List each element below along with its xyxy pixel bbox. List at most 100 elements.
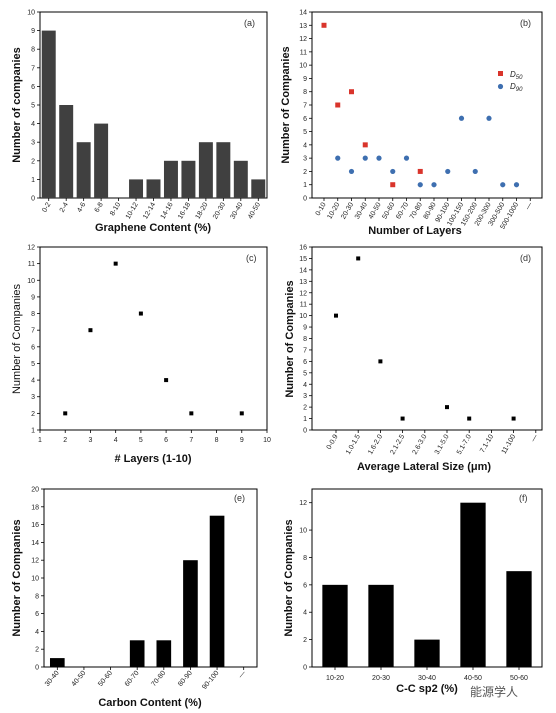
watermark: 能源学人 [470, 684, 518, 699]
bar [41, 30, 56, 198]
bar [163, 160, 178, 198]
y-tick-label: 8 [303, 336, 307, 343]
y-tick-label: 2 [31, 411, 35, 418]
point-d50 [362, 142, 368, 148]
bar [198, 142, 213, 198]
point [400, 416, 405, 421]
y-tick-label: 14 [299, 267, 307, 274]
y-tick-label: 8 [31, 47, 35, 54]
y-tick-label: 9 [31, 294, 35, 301]
panel-c-ylabel: Number of Companies [11, 283, 23, 394]
y-tick-label: 10 [31, 576, 39, 583]
panel-e-frame [43, 488, 258, 668]
x-tick-label: 5.1-7.0 [456, 433, 473, 455]
x-tick-label: 10-12 [125, 201, 140, 220]
y-tick-label: 3 [303, 156, 307, 163]
y-tick-label: 12 [299, 36, 307, 43]
y-tick-label: 13 [299, 23, 307, 30]
y-tick-label: 4 [35, 629, 39, 636]
x-tick-label: 30-40 [230, 201, 245, 220]
point [467, 416, 472, 421]
y-tick-label: 2 [35, 647, 39, 654]
x-tick-label: 1 [38, 437, 42, 444]
point [164, 378, 169, 383]
legend-d50-marker [498, 71, 503, 76]
y-tick-label: 8 [303, 89, 307, 96]
x-tick-label: 4-6 [76, 201, 87, 213]
panel-a-tag: (a) [244, 18, 255, 28]
panel-f-bars: 0 2 4 6 8 10 12 10-20 20-30 30-40 40-50 50-60 [299, 500, 532, 682]
x-tick-label: 8-10 [109, 201, 122, 217]
y-tick-label: 6 [31, 344, 35, 351]
y-tick-label: 4 [303, 610, 307, 617]
x-tick-label: 60-70 [395, 201, 410, 220]
y-tick-label: 0 [35, 665, 39, 672]
legend-d50-main: D [510, 70, 516, 79]
point-d90 [513, 182, 520, 188]
x-tick-label: 1.6-2.0 [367, 433, 384, 455]
y-tick-label: 5 [31, 361, 35, 368]
point-d90 [403, 155, 410, 161]
panel-b-xlabel: Number of Layers [368, 225, 462, 237]
panel-f-ylabel: Number of Companies [283, 519, 295, 636]
x-tick-label: 10 [263, 437, 271, 444]
y-tick-label: 0 [303, 428, 307, 435]
point-d90 [335, 155, 341, 161]
y-tick-label: 7 [303, 103, 307, 110]
panel-a-xlabel: Graphene Content (%) [95, 222, 211, 234]
y-tick-label: 0 [303, 196, 307, 203]
y-tick-label: 3 [31, 394, 35, 401]
x-tick-label: 0-2 [41, 201, 52, 213]
panel-a-ylabel: Number of companies [11, 47, 23, 163]
y-tick-label: 12 [27, 245, 35, 252]
legend-d90-main: D [510, 82, 516, 91]
point [63, 411, 68, 416]
point-d90 [348, 168, 355, 175]
y-tick-label: 2 [31, 158, 35, 165]
x-tick-label: 70-80 [409, 201, 424, 220]
x-tick-label: 9 [240, 437, 244, 444]
point [356, 256, 361, 261]
bar [59, 105, 74, 198]
bar [183, 560, 198, 667]
y-tick-label: 8 [303, 555, 307, 562]
y-tick-label: 16 [299, 245, 307, 252]
x-tick-label: 90-100 [201, 670, 220, 691]
y-tick-label: 6 [303, 359, 307, 366]
x-tick-label: 6-8 [94, 201, 105, 213]
y-tick-label: 5 [31, 103, 35, 110]
point [189, 411, 194, 416]
panel-e-tag: (e) [234, 493, 245, 503]
bar [94, 123, 109, 198]
bar [129, 179, 144, 198]
panel-b-frame [311, 11, 543, 199]
panel-d-tag: (d) [520, 253, 531, 263]
x-tick-label: 2.6-3.0 [412, 433, 429, 455]
y-tick-label: 8 [31, 311, 35, 318]
bar [233, 160, 248, 198]
x-tick-label: 30-40 [418, 675, 436, 682]
bar [146, 179, 161, 198]
point [113, 261, 118, 266]
point-d50 [417, 168, 423, 174]
x-tick-label: 40-50 [368, 201, 383, 220]
y-tick-label: 11 [300, 49, 307, 56]
panel-a-frame [39, 11, 268, 199]
x-tick-label: 2.1-2.5 [389, 433, 406, 455]
y-tick-label: 4 [303, 142, 307, 149]
x-tick-label: 70-80 [150, 670, 167, 688]
x-tick-label: 60-70 [124, 670, 141, 688]
panel-d-ylabel: Number of Companies [284, 280, 296, 397]
bar [506, 571, 532, 667]
y-tick-label: 0 [303, 665, 307, 672]
y-tick-label: 10 [27, 278, 35, 285]
panel-d-frame [311, 246, 543, 431]
y-tick-label: 14 [299, 10, 307, 17]
x-tick-label: 11-100 [501, 433, 518, 455]
y-tick-label: 9 [31, 28, 35, 35]
panel-f-tag: (f) [519, 493, 528, 503]
panel-d-xlabel: Average Lateral Size (μm) [357, 461, 491, 473]
